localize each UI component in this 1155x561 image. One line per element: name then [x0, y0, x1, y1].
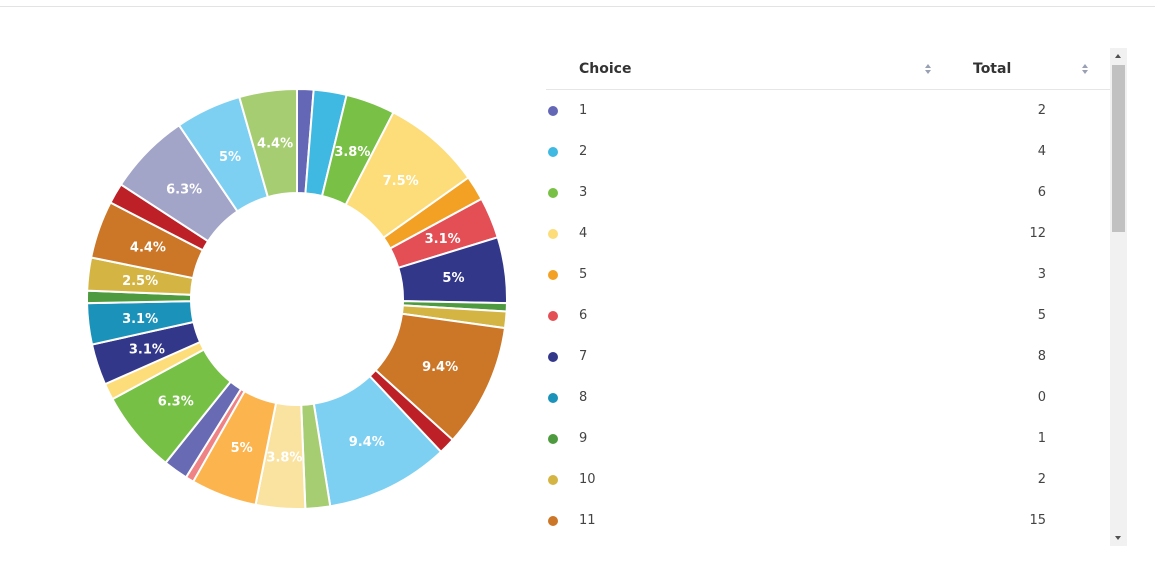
- row-total: 3: [1037, 267, 1046, 282]
- slice-label-28: 5%: [219, 150, 241, 165]
- legend-dot-icon: [548, 106, 558, 116]
- legend-dot-icon: [548, 434, 558, 444]
- slice-label-15: 3.8%: [266, 451, 302, 466]
- row-choice: 11: [579, 513, 596, 528]
- row-choice: 7: [579, 349, 588, 364]
- table-scrollbar[interactable]: [1110, 48, 1127, 546]
- slice-label-6: 3.1%: [425, 232, 461, 247]
- table-body: 1 2 2 4 3 6 4 12 5 3 6 5 7 8 8 0 9 1 10 2 11 15: [546, 90, 1110, 541]
- legend-dot-icon: [548, 475, 558, 485]
- legend-dot-icon: [548, 516, 558, 526]
- slice-label-29: 4.4%: [257, 137, 293, 152]
- slice-label-24: 2.5%: [122, 274, 158, 289]
- row-total: 2: [1037, 472, 1046, 487]
- sort-total-icon[interactable]: [1081, 63, 1089, 76]
- row-total: 2: [1037, 103, 1046, 118]
- slice-label-27: 6.3%: [166, 182, 202, 197]
- table-row[interactable]: 10 2: [546, 459, 1110, 500]
- legend-dot-icon: [548, 270, 558, 280]
- slice-label-11: 9.4%: [422, 360, 458, 375]
- legend-dot-icon: [548, 229, 558, 239]
- legend-dot-icon: [548, 147, 558, 157]
- slice-label-16: 5%: [231, 441, 253, 456]
- row-choice: 8: [579, 390, 588, 405]
- row-total: 12: [1029, 226, 1046, 241]
- slice-label-7: 5%: [442, 271, 464, 286]
- top-divider: [0, 6, 1155, 7]
- slice-label-25: 4.4%: [130, 241, 166, 256]
- donut-slices: [86, 87, 508, 510]
- slice-label-19: 6.3%: [158, 394, 194, 409]
- legend-dot-icon: [548, 311, 558, 321]
- row-choice: 9: [579, 431, 588, 446]
- row-total: 0: [1037, 390, 1046, 405]
- slice-label-13: 9.4%: [349, 435, 385, 450]
- row-choice: 10: [579, 472, 596, 487]
- table-header: Choice Total: [546, 48, 1110, 90]
- scroll-thumb[interactable]: [1112, 65, 1125, 232]
- row-total: 5: [1037, 308, 1046, 323]
- row-choice: 3: [579, 185, 588, 200]
- row-choice: 4: [579, 226, 588, 241]
- slice-label-22: 3.1%: [122, 312, 158, 327]
- slice-label-21: 3.1%: [129, 342, 165, 357]
- legend-dot-icon: [548, 188, 558, 198]
- donut-slice-labels: 3.8% 7.5% 3.1% 5% 9.4% 9.4% 3.8% 5% 6.3% 3.1% 3.1%…: [122, 137, 464, 466]
- row-total: 8: [1037, 349, 1046, 364]
- slice-label-4: 7.5%: [383, 174, 419, 189]
- scroll-up-arrow-icon[interactable]: [1115, 54, 1121, 58]
- column-header-choice[interactable]: Choice: [579, 61, 632, 77]
- row-total: 4: [1037, 144, 1046, 159]
- table-row[interactable]: 4 12: [546, 213, 1110, 254]
- row-total: 15: [1029, 513, 1046, 528]
- donut-slice-29[interactable]: [238, 87, 298, 199]
- row-total: 6: [1037, 185, 1046, 200]
- legend-table: Choice Total 1 2 2 4 3 6 4 12 5 3 6 5 7 8 8 0 9 1 10 2 11 15: [546, 48, 1110, 545]
- row-total: 1: [1037, 431, 1046, 446]
- slice-label-3: 3.8%: [334, 145, 370, 160]
- sort-choice-icon[interactable]: [924, 63, 932, 76]
- row-choice: 1: [579, 103, 588, 118]
- table-row[interactable]: 11 15: [546, 500, 1110, 541]
- row-choice: 6: [579, 308, 588, 323]
- donut-chart: 3.8% 7.5% 3.1% 5% 9.4% 9.4% 3.8% 5% 6.3% 3.1% 3.1%…: [86, 87, 508, 510]
- legend-dot-icon: [548, 352, 558, 362]
- row-choice: 5: [579, 267, 588, 282]
- column-header-total[interactable]: Total: [973, 61, 1012, 77]
- scroll-down-arrow-icon[interactable]: [1115, 536, 1121, 540]
- legend-dot-icon: [548, 393, 558, 403]
- row-choice: 2: [579, 144, 588, 159]
